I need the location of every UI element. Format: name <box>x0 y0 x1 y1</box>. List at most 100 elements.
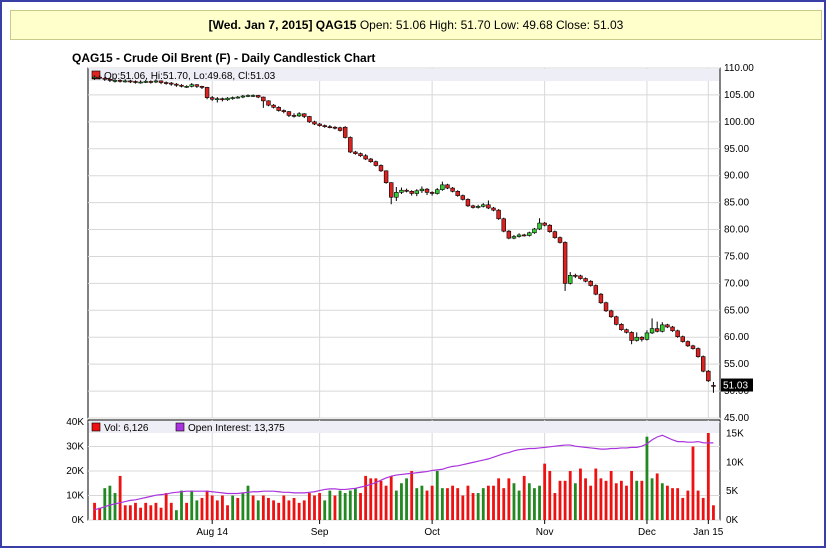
candle-body-down <box>486 204 491 209</box>
candle-body-down <box>204 87 210 98</box>
candlestick <box>245 94 251 98</box>
volume-bar-down <box>200 497 204 520</box>
volume-bar-down <box>277 502 281 520</box>
x-tick-label: Dec <box>638 527 656 538</box>
candle-body-down <box>588 280 593 286</box>
candlestick <box>706 370 711 382</box>
candle-body-down <box>593 285 599 295</box>
candlestick <box>112 78 118 83</box>
candle-body-up <box>296 113 302 117</box>
volume-bar-down <box>251 495 255 520</box>
price-legend-bar <box>89 69 719 81</box>
volume-bar-down <box>272 500 275 520</box>
volume-bar-up <box>533 488 536 520</box>
candle-body-down <box>317 123 322 126</box>
candle-body-down <box>220 98 225 101</box>
oi-y-tick-label: 5K <box>726 486 739 497</box>
candlestick <box>204 86 210 100</box>
candlestick <box>256 94 261 99</box>
candle-body-down <box>424 188 430 193</box>
candle-body-down <box>639 336 645 340</box>
candle-body-down <box>690 345 696 349</box>
volume-bar-down <box>543 463 547 520</box>
candle-body-down <box>261 96 266 102</box>
candlestick <box>322 124 327 128</box>
candle-body-down <box>102 77 108 80</box>
candlestick <box>158 80 164 85</box>
candlestick <box>102 77 108 81</box>
candle-body-down <box>608 310 614 318</box>
candle-body-up <box>527 232 532 236</box>
volume-bar-up <box>113 493 117 520</box>
volume-bar-up <box>343 493 347 520</box>
quote-header: [Wed. Jan 7, 2015] QAG15 Open: 51.06 Hig… <box>10 10 822 40</box>
volume-bar-down <box>164 493 168 520</box>
candle-body-down <box>409 191 414 194</box>
volume-bar-down <box>461 495 465 520</box>
candle-body-down <box>557 237 563 243</box>
oi-legend-text: Open Interest: 13,375 <box>188 423 285 434</box>
volume-bar-up <box>256 500 260 520</box>
candle-body-down <box>491 207 496 211</box>
candlestick <box>394 187 399 201</box>
candle-body-up <box>245 95 251 97</box>
candle-body-up <box>649 328 655 334</box>
candlestick <box>700 355 706 373</box>
candlestick <box>163 81 169 85</box>
candle-body-down <box>465 199 471 207</box>
candlestick <box>404 188 409 193</box>
candle-body-down <box>521 234 527 237</box>
volume-bar-down <box>236 497 240 520</box>
candlestick <box>429 191 435 196</box>
candle-body-down <box>312 121 317 125</box>
candlestick <box>117 79 123 83</box>
candlestick <box>440 181 445 191</box>
candle-body-down <box>368 158 373 162</box>
candlestick <box>455 190 460 197</box>
candlestick <box>143 79 148 84</box>
volume-bar-down <box>313 495 316 520</box>
volume-bar-up <box>527 483 531 520</box>
candlestick <box>348 136 353 154</box>
candle-body-down <box>695 348 701 357</box>
candle-body-down <box>307 116 312 123</box>
candlestick <box>383 170 389 184</box>
volume-bar-up <box>246 485 250 520</box>
volume-bar-down <box>185 502 189 520</box>
candlestick <box>266 100 271 107</box>
volume-bar-down <box>558 480 562 520</box>
candlestick <box>107 78 113 82</box>
candlestick <box>373 160 379 167</box>
x-tick-label: Oct <box>424 527 440 538</box>
candle-body-up <box>123 80 128 83</box>
candle-body-down <box>163 82 169 84</box>
candlestick <box>481 203 486 208</box>
volume-bar-up <box>231 495 235 520</box>
candle-body-down <box>496 209 501 220</box>
candle-body-down <box>302 113 307 117</box>
volume-bar-down <box>568 471 572 520</box>
candlestick <box>486 200 491 210</box>
candle-body-down <box>332 126 338 129</box>
volume-bar-down <box>282 495 286 520</box>
volume-bar-up <box>400 483 403 520</box>
candlestick <box>588 280 593 287</box>
volume-bar-up <box>190 490 194 520</box>
volume-bar-down <box>215 500 219 520</box>
candle-body-down <box>619 324 624 330</box>
price-y-tick-label: 110.00 <box>724 63 754 74</box>
price-y-tick-label: 70.00 <box>724 278 749 289</box>
volume-bar-down <box>466 485 470 520</box>
candlestick <box>680 335 685 343</box>
volume-bar-down <box>364 475 368 520</box>
volume-bar-down <box>701 497 705 520</box>
candlestick <box>199 85 205 89</box>
candlestick <box>695 347 701 358</box>
candle-body-down <box>322 125 327 127</box>
candlestick <box>532 227 537 234</box>
candlestick <box>516 233 522 238</box>
candle-body-down <box>286 111 292 116</box>
volume-bar-down <box>359 493 362 520</box>
volume-bar-down <box>553 493 557 520</box>
